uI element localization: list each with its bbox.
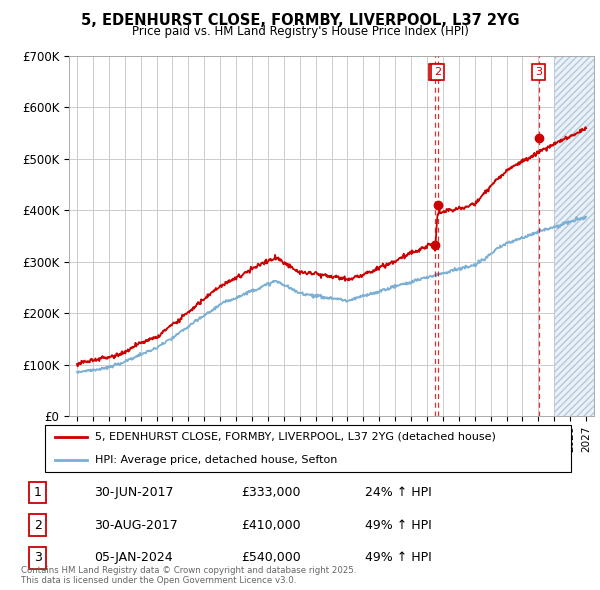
Text: 1: 1 [34, 486, 41, 499]
Text: 30-AUG-2017: 30-AUG-2017 [94, 519, 178, 532]
Text: Contains HM Land Registry data © Crown copyright and database right 2025.
This d: Contains HM Land Registry data © Crown c… [21, 566, 356, 585]
Text: 3: 3 [535, 67, 542, 77]
Text: 49% ↑ HPI: 49% ↑ HPI [365, 519, 431, 532]
Text: 3: 3 [34, 552, 41, 565]
Text: 2: 2 [34, 519, 41, 532]
Text: 5, EDENHURST CLOSE, FORMBY, LIVERPOOL, L37 2YG (detached house): 5, EDENHURST CLOSE, FORMBY, LIVERPOOL, L… [95, 432, 496, 442]
Text: 2: 2 [434, 67, 441, 77]
Text: 5, EDENHURST CLOSE, FORMBY, LIVERPOOL, L37 2YG: 5, EDENHURST CLOSE, FORMBY, LIVERPOOL, L… [80, 13, 520, 28]
Text: 1: 1 [431, 67, 439, 77]
Text: Price paid vs. HM Land Registry's House Price Index (HPI): Price paid vs. HM Land Registry's House … [131, 25, 469, 38]
Bar [554, 56, 594, 416]
Text: £333,000: £333,000 [241, 486, 300, 499]
Text: £540,000: £540,000 [241, 552, 301, 565]
Text: £410,000: £410,000 [241, 519, 301, 532]
FancyBboxPatch shape [44, 425, 571, 472]
Text: HPI: Average price, detached house, Sefton: HPI: Average price, detached house, Seft… [95, 455, 338, 465]
Text: 30-JUN-2017: 30-JUN-2017 [94, 486, 173, 499]
Text: 49% ↑ HPI: 49% ↑ HPI [365, 552, 431, 565]
Text: 24% ↑ HPI: 24% ↑ HPI [365, 486, 431, 499]
Text: 05-JAN-2024: 05-JAN-2024 [94, 552, 173, 565]
